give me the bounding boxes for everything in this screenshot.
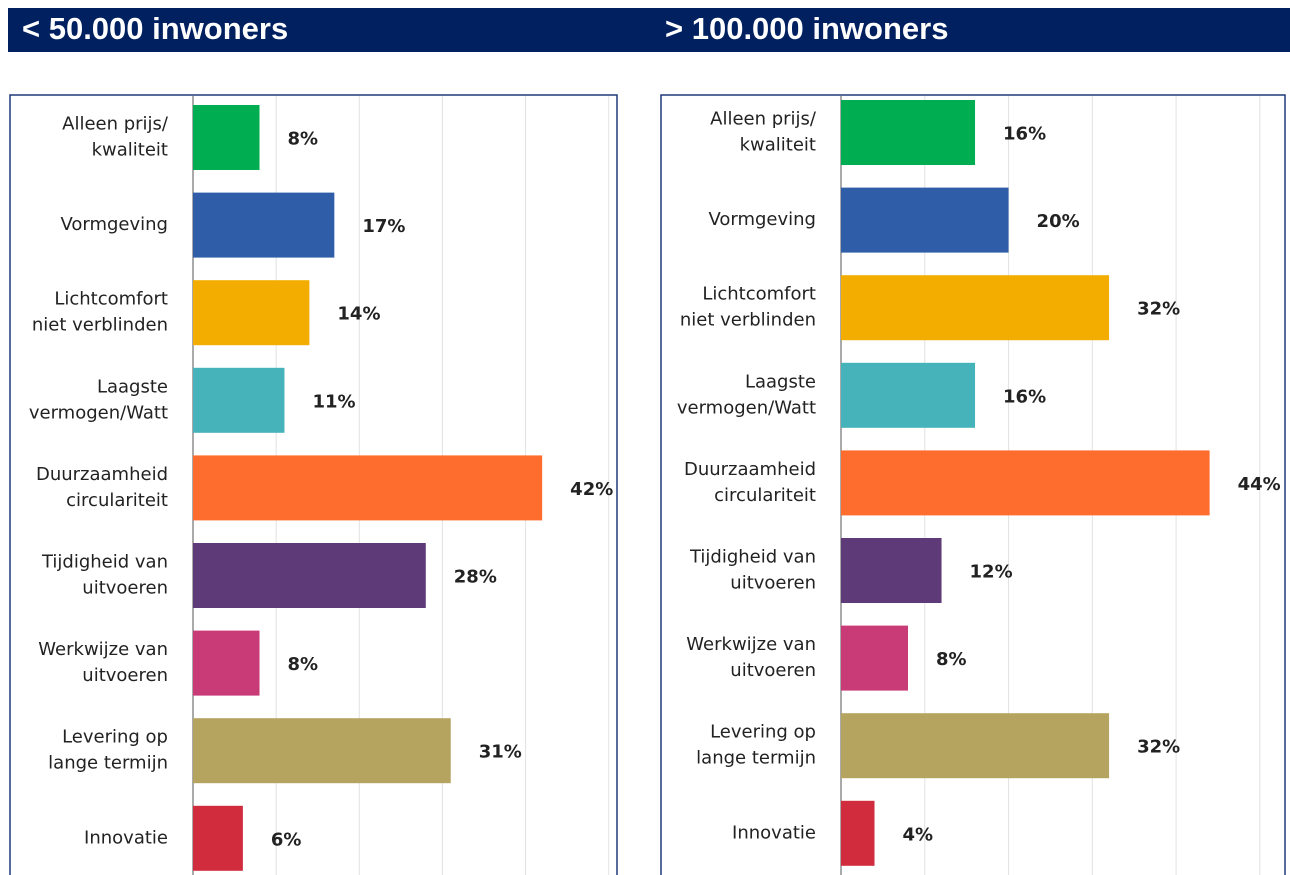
category-label: Vormgeving bbox=[60, 214, 168, 235]
value-label: 28% bbox=[454, 567, 497, 588]
bar bbox=[193, 805, 243, 871]
category-label: Innovatie bbox=[84, 827, 168, 848]
bar bbox=[841, 625, 909, 691]
value-label: 20% bbox=[1037, 211, 1080, 232]
panel-frame bbox=[660, 94, 1286, 875]
bar bbox=[193, 455, 543, 521]
category-label: Laagste bbox=[745, 371, 816, 392]
value-label: 42% bbox=[570, 479, 613, 500]
value-label: 31% bbox=[479, 742, 522, 763]
category-label: vermogen/Watt bbox=[677, 397, 816, 418]
bar bbox=[193, 192, 335, 258]
category-label: Innovatie bbox=[732, 822, 816, 843]
category-label: vermogen/Watt bbox=[29, 402, 168, 423]
category-label: Tijdigheid van bbox=[41, 552, 168, 573]
category-label: Levering op bbox=[62, 727, 168, 748]
bar bbox=[841, 100, 976, 165]
bar bbox=[193, 630, 260, 696]
category-label: Vormgeving bbox=[708, 209, 816, 230]
category-label: niet verblinden bbox=[32, 315, 168, 336]
category-label: uitvoeren bbox=[82, 665, 168, 686]
category-label: circulariteit bbox=[714, 485, 816, 506]
value-label: 16% bbox=[1003, 124, 1046, 145]
category-label: Werkwijze van bbox=[686, 634, 816, 655]
category-label: Duurzaamheid bbox=[36, 464, 168, 485]
bar bbox=[841, 275, 1110, 341]
category-label: circulariteit bbox=[66, 490, 168, 511]
value-label: 8% bbox=[288, 654, 319, 675]
category-label: lange termijn bbox=[696, 748, 816, 769]
category-label: Tijdigheid van bbox=[689, 547, 816, 568]
category-label: kwaliteit bbox=[92, 140, 168, 161]
category-label: uitvoeren bbox=[730, 573, 816, 594]
category-label: Levering op bbox=[710, 722, 816, 743]
bar bbox=[841, 187, 1009, 253]
value-label: 32% bbox=[1137, 299, 1180, 320]
bar bbox=[193, 105, 260, 170]
category-label: Laagste bbox=[97, 376, 168, 397]
value-label: 6% bbox=[271, 829, 302, 850]
header-band bbox=[8, 8, 1290, 52]
bar bbox=[841, 450, 1210, 516]
category-label: Alleen prijs/ bbox=[710, 109, 817, 130]
value-label: 14% bbox=[337, 304, 380, 325]
bar bbox=[841, 538, 942, 603]
value-label: 32% bbox=[1137, 737, 1180, 758]
category-label: uitvoeren bbox=[82, 578, 168, 599]
category-label: Duurzaamheid bbox=[684, 459, 816, 480]
value-label: 12% bbox=[970, 562, 1013, 583]
bar bbox=[193, 543, 426, 608]
category-label: Alleen prijs/ bbox=[62, 114, 169, 135]
panel-frame bbox=[9, 94, 618, 875]
category-label: Werkwijze van bbox=[38, 639, 168, 660]
value-label: 44% bbox=[1238, 474, 1281, 495]
value-label: 17% bbox=[362, 216, 405, 237]
category-label: Lichtcomfort bbox=[54, 289, 168, 310]
bar bbox=[193, 367, 285, 433]
chart-title: > 100.000 inwoners bbox=[665, 11, 948, 46]
value-label: 8% bbox=[288, 129, 319, 150]
category-label: niet verblinden bbox=[680, 310, 816, 331]
category-label: uitvoeren bbox=[730, 660, 816, 681]
bar bbox=[193, 280, 310, 346]
category-label: lange termijn bbox=[48, 753, 168, 774]
value-label: 11% bbox=[312, 391, 355, 412]
value-label: 8% bbox=[936, 649, 967, 670]
bar bbox=[193, 718, 451, 784]
category-label: kwaliteit bbox=[740, 135, 816, 156]
value-label: 16% bbox=[1003, 386, 1046, 407]
category-label: Lichtcomfort bbox=[702, 284, 816, 305]
chart-title: < 50.000 inwoners bbox=[22, 11, 288, 46]
bar bbox=[841, 713, 1110, 779]
value-label: 4% bbox=[903, 824, 934, 845]
bar bbox=[841, 362, 976, 428]
bar bbox=[841, 800, 875, 866]
